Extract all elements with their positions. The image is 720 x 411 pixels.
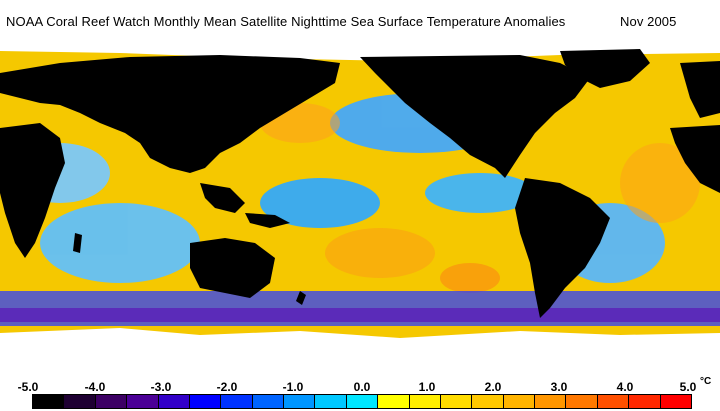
new-zealand — [296, 291, 306, 305]
maritime-southeast-asia — [200, 183, 245, 213]
tick-label: -3.0 — [150, 380, 172, 394]
map-title: NOAA Coral Reef Watch Monthly Mean Satel… — [6, 14, 706, 29]
colorbar-swatch — [629, 395, 661, 408]
colorbar-swatch — [597, 395, 630, 408]
colorbar-swatch — [472, 395, 504, 408]
tick-label: 5.0 — [679, 380, 697, 394]
colorbar-swatch — [660, 395, 691, 408]
tick-label: 1.0 — [418, 380, 436, 394]
north-america — [360, 55, 590, 178]
madagascar — [73, 233, 82, 253]
tick-label: -5.0 — [17, 380, 39, 394]
tick-label: -1.0 — [282, 380, 304, 394]
colorbar — [32, 394, 692, 409]
colorbar-tick-labels: -5.0 -4.0 -3.0 -2.0 -1.0 0.0 1.0 2.0 3.0… — [0, 380, 720, 394]
colorbar-swatch — [252, 395, 284, 408]
colorbar-swatch — [64, 395, 96, 408]
tick-label: -2.0 — [216, 380, 238, 394]
colorbar-swatch — [378, 395, 410, 408]
title-text: NOAA Coral Reef Watch Monthly Mean Satel… — [6, 14, 566, 29]
colorbar-swatch — [409, 395, 441, 408]
antarctica — [0, 328, 720, 373]
colorbar-unit: °C — [700, 376, 712, 387]
arctic-ice — [0, 43, 720, 61]
eurasia — [0, 55, 340, 173]
colorbar-swatch — [503, 395, 535, 408]
title-date: Nov 2005 — [620, 14, 677, 29]
colorbar-swatch — [221, 395, 253, 408]
colorbar-swatch — [127, 395, 159, 408]
colorbar-swatch — [566, 395, 598, 408]
colorbar-swatch — [158, 395, 190, 408]
south-america — [515, 178, 610, 318]
greenland — [560, 49, 650, 88]
tick-label: 3.0 — [550, 380, 568, 394]
tick-label: 4.0 — [616, 380, 634, 394]
colorbar-swatch — [346, 395, 379, 408]
tick-label: 0.0 — [353, 380, 371, 394]
colorbar-swatch — [33, 395, 65, 408]
colorbar-swatch — [284, 395, 316, 408]
africa — [0, 123, 65, 258]
tick-label: -4.0 — [84, 380, 106, 394]
colorbar-swatch — [535, 395, 567, 408]
tick-label: 2.0 — [484, 380, 502, 394]
colorbar-swatch — [315, 395, 347, 408]
colorbar-swatch — [440, 395, 473, 408]
australia — [190, 238, 275, 298]
japan — [236, 113, 248, 135]
sst-anomaly-map — [0, 43, 720, 373]
colorbar-swatch — [189, 395, 222, 408]
colorbar-swatch — [95, 395, 128, 408]
